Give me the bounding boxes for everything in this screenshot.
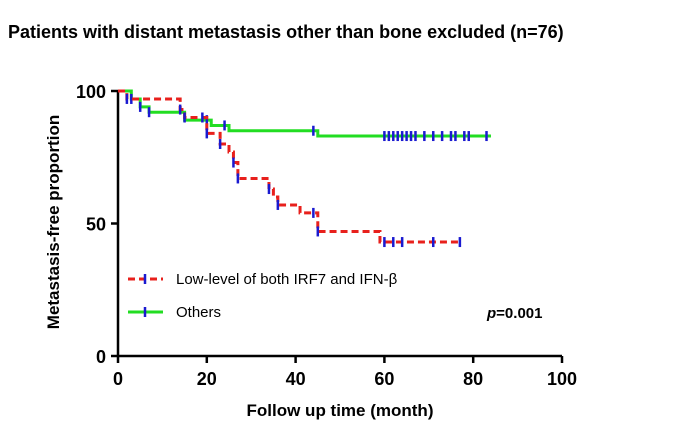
y-tick-label-100: 100 [76,82,106,102]
chart-title: Patients with distant metastasis other t… [8,22,564,42]
x-axis-title: Follow up time (month) [247,401,434,420]
axes [111,89,564,363]
x-tick-label-0: 0 [113,369,123,389]
x-tick-label-100: 100 [547,369,577,389]
x-tick-label-60: 60 [374,369,394,389]
y-axis-title: Metastasis-free proportion [44,115,63,329]
x-tick-label-80: 80 [463,369,483,389]
km-curve-low-level [118,89,460,244]
p-value-annotation: p=0.001 [486,305,542,322]
x-tick-label-40: 40 [286,369,306,389]
y-tick-label-50: 50 [86,215,106,235]
p-value-italic: p [486,305,496,322]
legend-label-others: Others [176,304,221,321]
km-curve-others [118,89,491,138]
tick-labels: 0 20 40 60 80 100 0 50 100 [76,82,577,389]
x-tick-label-20: 20 [197,369,217,389]
legend: Low-level of both IRF7 and IFN-β Others [128,271,398,321]
series-layer [118,89,491,248]
y-tick-label-0: 0 [96,347,106,367]
p-value-rest: =0.001 [496,305,542,322]
legend-label-low-level: Low-level of both IRF7 and IFN-β [176,271,398,288]
